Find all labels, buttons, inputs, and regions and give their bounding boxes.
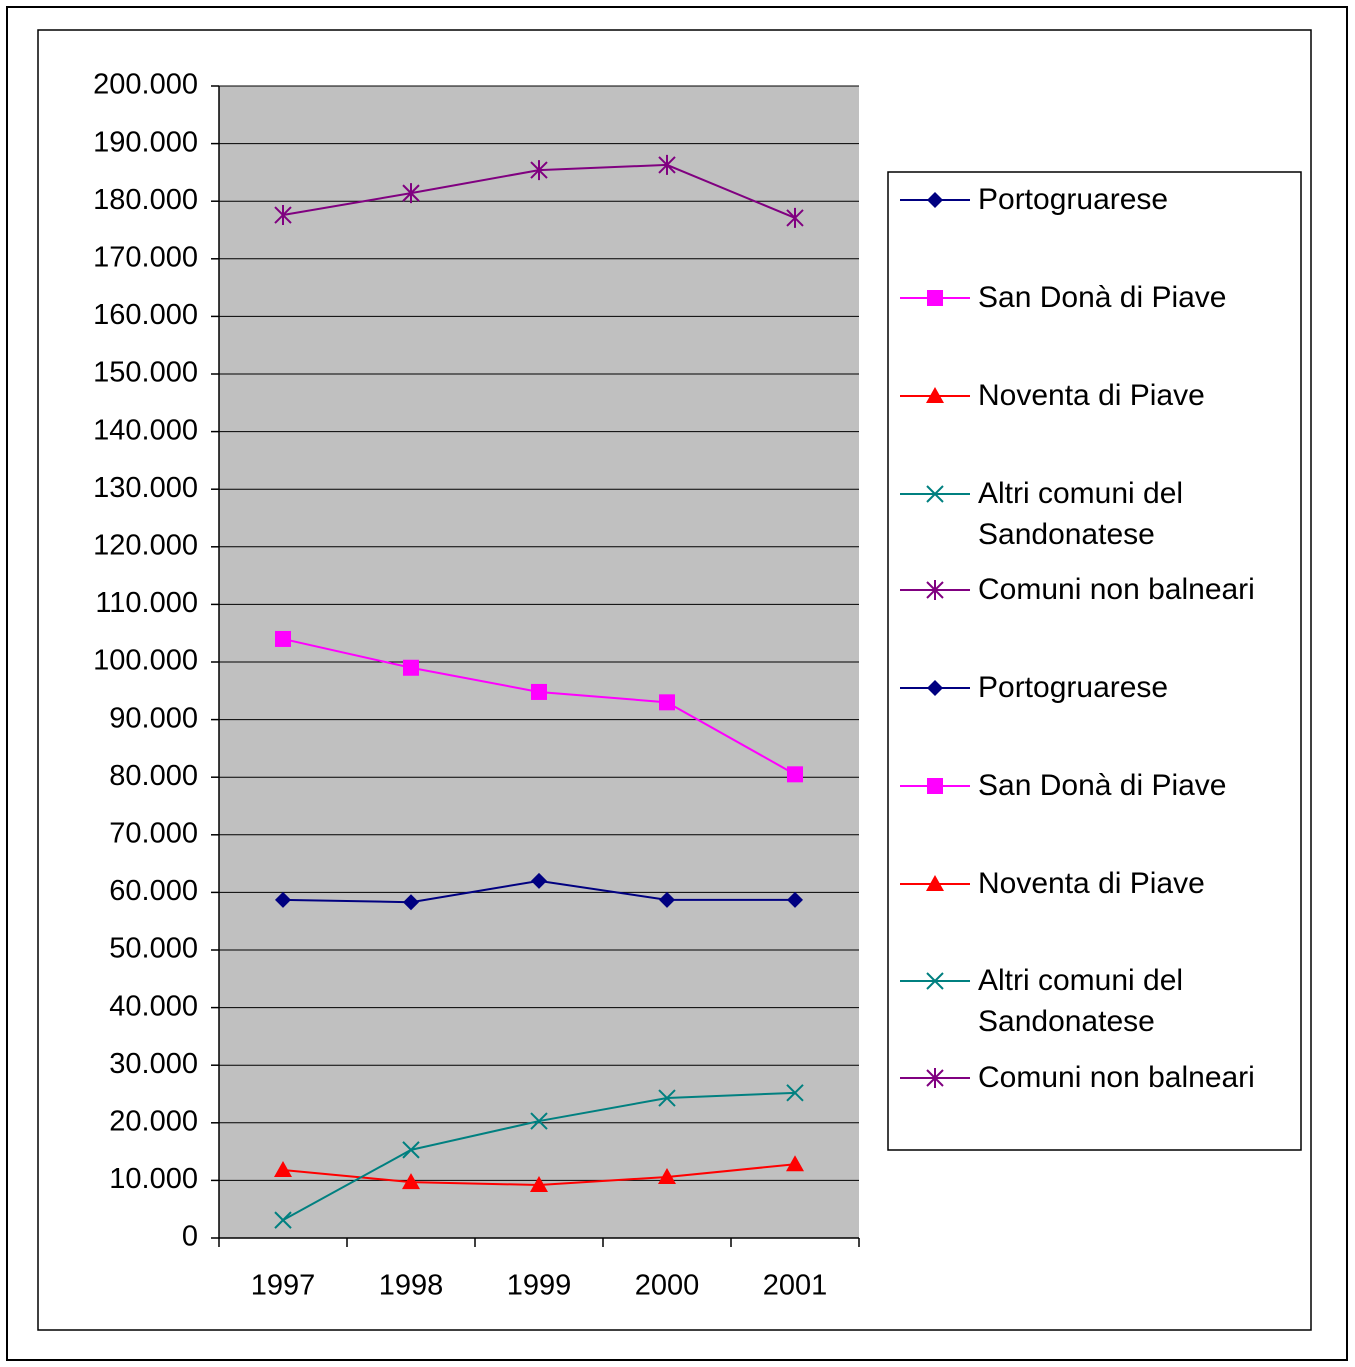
y-tick-label: 20.000 [109, 1105, 198, 1137]
y-tick-label: 70.000 [109, 817, 198, 849]
y-tick-label: 90.000 [109, 702, 198, 734]
marker [786, 1084, 804, 1102]
y-tick-label: 180.000 [93, 184, 198, 216]
legend-label: Altri comuni del Sandonatese [978, 477, 1184, 551]
legend-label: Noventa di Piave [978, 379, 1205, 412]
y-tick-label: 100.000 [93, 645, 198, 677]
legend-label-box: Comuni non balneari [978, 1061, 1255, 1094]
legend-label-box: San Donà di Piave [978, 769, 1227, 802]
legend-label-box: Noventa di Piave [978, 379, 1205, 412]
marker [926, 485, 944, 503]
legend-entry: Comuni non balneari [900, 573, 1255, 606]
x-tick-label: 2000 [635, 1270, 700, 1302]
marker [402, 183, 420, 204]
marker [926, 580, 944, 600]
marker [658, 154, 676, 175]
legend-entry: Comuni non balneari [900, 1061, 1255, 1094]
legend-label-box: Portogruarese [978, 183, 1169, 216]
marker [786, 1155, 804, 1172]
y-tick-label: 40.000 [109, 990, 198, 1022]
y-tick-label: 130.000 [93, 472, 198, 504]
marker [403, 659, 419, 676]
marker [275, 891, 291, 908]
marker [786, 207, 804, 228]
x-tick-label: 1997 [251, 1270, 316, 1302]
marker [927, 680, 943, 696]
legend-label-box: Noventa di Piave [978, 867, 1205, 900]
legend-label-box: Altri comuni del Sandonatese [978, 964, 1184, 1038]
legend-label-box: Portogruarese [978, 671, 1169, 704]
marker [659, 694, 675, 711]
legend-label: San Donà di Piave [978, 769, 1227, 802]
marker [927, 778, 943, 794]
legend-label-box: Comuni non balneari [978, 573, 1255, 606]
y-tick-label: 200.000 [93, 69, 198, 101]
marker [274, 1161, 292, 1178]
legend-entry: Altri comuni del Sandonatese [900, 477, 1184, 551]
marker [402, 1173, 420, 1190]
marker [275, 630, 291, 647]
marker [530, 1176, 548, 1193]
y-tick-label: 80.000 [109, 760, 198, 792]
legend-box [887, 171, 1302, 1151]
marker [927, 290, 943, 306]
legend-label: Altri comuni del Sandonatese [978, 964, 1184, 1038]
legend-entry: Noventa di Piave [900, 867, 1205, 900]
marker [274, 1211, 292, 1229]
legend-entry: Portogruarese [900, 671, 1169, 704]
marker [402, 1141, 420, 1159]
legend-label: Comuni non balneari [978, 573, 1255, 606]
marker [274, 205, 292, 226]
marker [927, 192, 943, 208]
y-tick-label: 50.000 [109, 933, 198, 965]
x-tick-label: 1999 [507, 1270, 572, 1302]
marker [658, 1089, 676, 1107]
marker [926, 387, 944, 403]
y-tick-label: 30.000 [109, 1048, 198, 1080]
legend-label: San Donà di Piave [978, 281, 1227, 314]
y-tick-label: 190.000 [93, 126, 198, 158]
y-tick-label: 170.000 [93, 241, 198, 273]
marker [659, 891, 675, 908]
y-tick-label: 150.000 [93, 357, 198, 389]
legend-entry: Altri comuni del Sandonatese [900, 964, 1184, 1038]
marker [530, 1112, 548, 1130]
y-tick-label: 60.000 [109, 875, 198, 907]
legend-label-box: San Donà di Piave [978, 281, 1227, 314]
y-tick-label: 10.000 [109, 1163, 198, 1195]
marker [658, 1167, 676, 1184]
marker [531, 872, 547, 889]
y-tick-label: 110.000 [95, 587, 198, 619]
legend-label: Noventa di Piave [978, 867, 1205, 900]
legend-entry: San Donà di Piave [900, 769, 1227, 802]
x-tick-label: 2001 [763, 1270, 828, 1302]
y-tick-label: 160.000 [93, 299, 198, 331]
marker [787, 891, 803, 908]
marker [531, 683, 547, 700]
y-tick-label: 120.000 [93, 529, 198, 561]
legend-entry: San Donà di Piave [900, 281, 1227, 314]
marker [787, 766, 803, 783]
legend-label: Comuni non balneari [978, 1061, 1255, 1094]
y-tick-label: 140.000 [93, 414, 198, 446]
y-tick-label: 0 [182, 1221, 198, 1253]
marker [926, 875, 944, 891]
legend-label: Portogruarese [978, 183, 1169, 216]
legend-entry: Noventa di Piave [900, 379, 1205, 412]
marker [403, 894, 419, 911]
marker [530, 160, 548, 181]
x-tick-label: 1998 [379, 1270, 444, 1302]
legend-label: Portogruarese [978, 671, 1169, 704]
marker [926, 1068, 944, 1088]
marker [926, 972, 944, 990]
legend-label-box: Altri comuni del Sandonatese [978, 477, 1184, 551]
legend-entry: Portogruarese [900, 183, 1169, 216]
